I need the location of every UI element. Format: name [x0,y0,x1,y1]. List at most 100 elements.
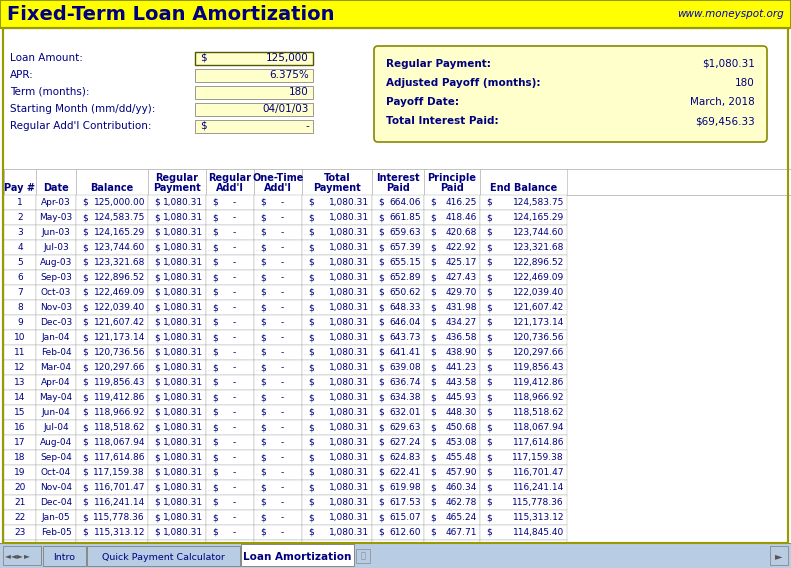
Text: $: $ [212,198,218,207]
Bar [254,435,302,450]
Bar [424,525,480,540]
Bar [424,435,480,450]
Text: Paid: Paid [440,183,464,193]
Bar [302,405,372,420]
Text: APR:: APR: [10,70,34,80]
Text: $: $ [154,363,160,372]
Text: $: $ [260,468,266,477]
Bar [372,255,424,270]
Text: 612.60: 612.60 [389,528,421,537]
Text: 125,000: 125,000 [267,53,309,63]
Text: $: $ [378,333,384,342]
Text: $: $ [82,378,88,387]
Bar [4,210,36,225]
Text: $: $ [82,363,88,372]
Text: $: $ [212,213,218,222]
Text: -: - [233,243,236,252]
Bar [206,270,254,285]
Text: $: $ [82,348,88,357]
Text: $: $ [308,408,314,417]
Text: 11: 11 [14,348,26,357]
Text: $1,080.31: $1,080.31 [702,59,755,69]
Text: 115,313.12: 115,313.12 [93,528,145,537]
Bar [424,285,480,300]
Text: Jul-04: Jul-04 [44,423,69,432]
Bar [206,480,254,495]
Text: $: $ [430,498,436,507]
Bar [36,435,76,450]
Text: -: - [280,543,284,552]
Text: 1,080.31: 1,080.31 [329,258,369,267]
Text: Balance: Balance [90,183,134,193]
Bar [372,450,424,465]
Text: 119,856.43: 119,856.43 [513,363,564,372]
Bar [302,510,372,525]
Text: $: $ [212,333,218,342]
Text: $: $ [212,408,218,417]
Text: 648.33: 648.33 [389,303,421,312]
Bar [254,345,302,360]
Text: 445.93: 445.93 [445,393,477,402]
Bar [254,210,302,225]
Text: $: $ [82,288,88,297]
Bar [480,465,567,480]
Bar [424,240,480,255]
Text: ►: ► [775,551,783,561]
Bar [36,540,76,555]
Text: 120,736.56: 120,736.56 [93,348,145,357]
Bar [206,420,254,435]
Text: $: $ [378,393,384,402]
Bar [4,225,36,240]
Bar [76,300,148,315]
Text: -: - [280,333,284,342]
Text: $: $ [154,483,160,492]
Text: 457.90: 457.90 [445,468,477,477]
Text: $: $ [82,393,88,402]
Text: $: $ [378,348,384,357]
Text: 1,080.31: 1,080.31 [163,348,203,357]
Bar [148,330,206,345]
Text: $: $ [430,453,436,462]
Text: 453.08: 453.08 [445,438,477,447]
Text: -: - [233,228,236,237]
Text: $: $ [82,558,88,567]
Bar [76,525,148,540]
Text: 124,583.75: 124,583.75 [513,198,564,207]
Text: 627.24: 627.24 [390,438,421,447]
Text: -: - [280,438,284,447]
Bar [36,240,76,255]
Text: 123,744.60: 123,744.60 [94,243,145,252]
Text: $: $ [378,498,384,507]
Text: 1,080.31: 1,080.31 [163,513,203,522]
Text: 22: 22 [14,513,25,522]
Bar [372,480,424,495]
Text: $: $ [154,543,160,552]
Bar [254,195,302,210]
Text: 652.89: 652.89 [389,273,421,282]
Text: -: - [280,228,284,237]
Text: 634.38: 634.38 [389,393,421,402]
Bar [424,300,480,315]
Text: 1,080.31: 1,080.31 [329,393,369,402]
Text: www.moneyspot.org: www.moneyspot.org [677,9,784,19]
Text: $: $ [308,228,314,237]
Text: 1,080.31: 1,080.31 [163,333,203,342]
Text: Feb-05: Feb-05 [40,528,71,537]
Bar [302,495,372,510]
Bar [148,300,206,315]
Bar [372,300,424,315]
Bar [36,225,76,240]
Bar [4,360,36,375]
Text: March, 2018: March, 2018 [691,97,755,107]
Text: 1: 1 [17,198,23,207]
Text: 23: 23 [14,528,25,537]
Text: $: $ [430,408,436,417]
Text: 122,469.09: 122,469.09 [513,273,564,282]
Text: -: - [280,213,284,222]
Text: $: $ [308,333,314,342]
Text: 1,080.31: 1,080.31 [329,468,369,477]
Text: 462.78: 462.78 [445,498,477,507]
Bar [302,285,372,300]
Text: $: $ [154,258,160,267]
Text: $: $ [378,468,384,477]
